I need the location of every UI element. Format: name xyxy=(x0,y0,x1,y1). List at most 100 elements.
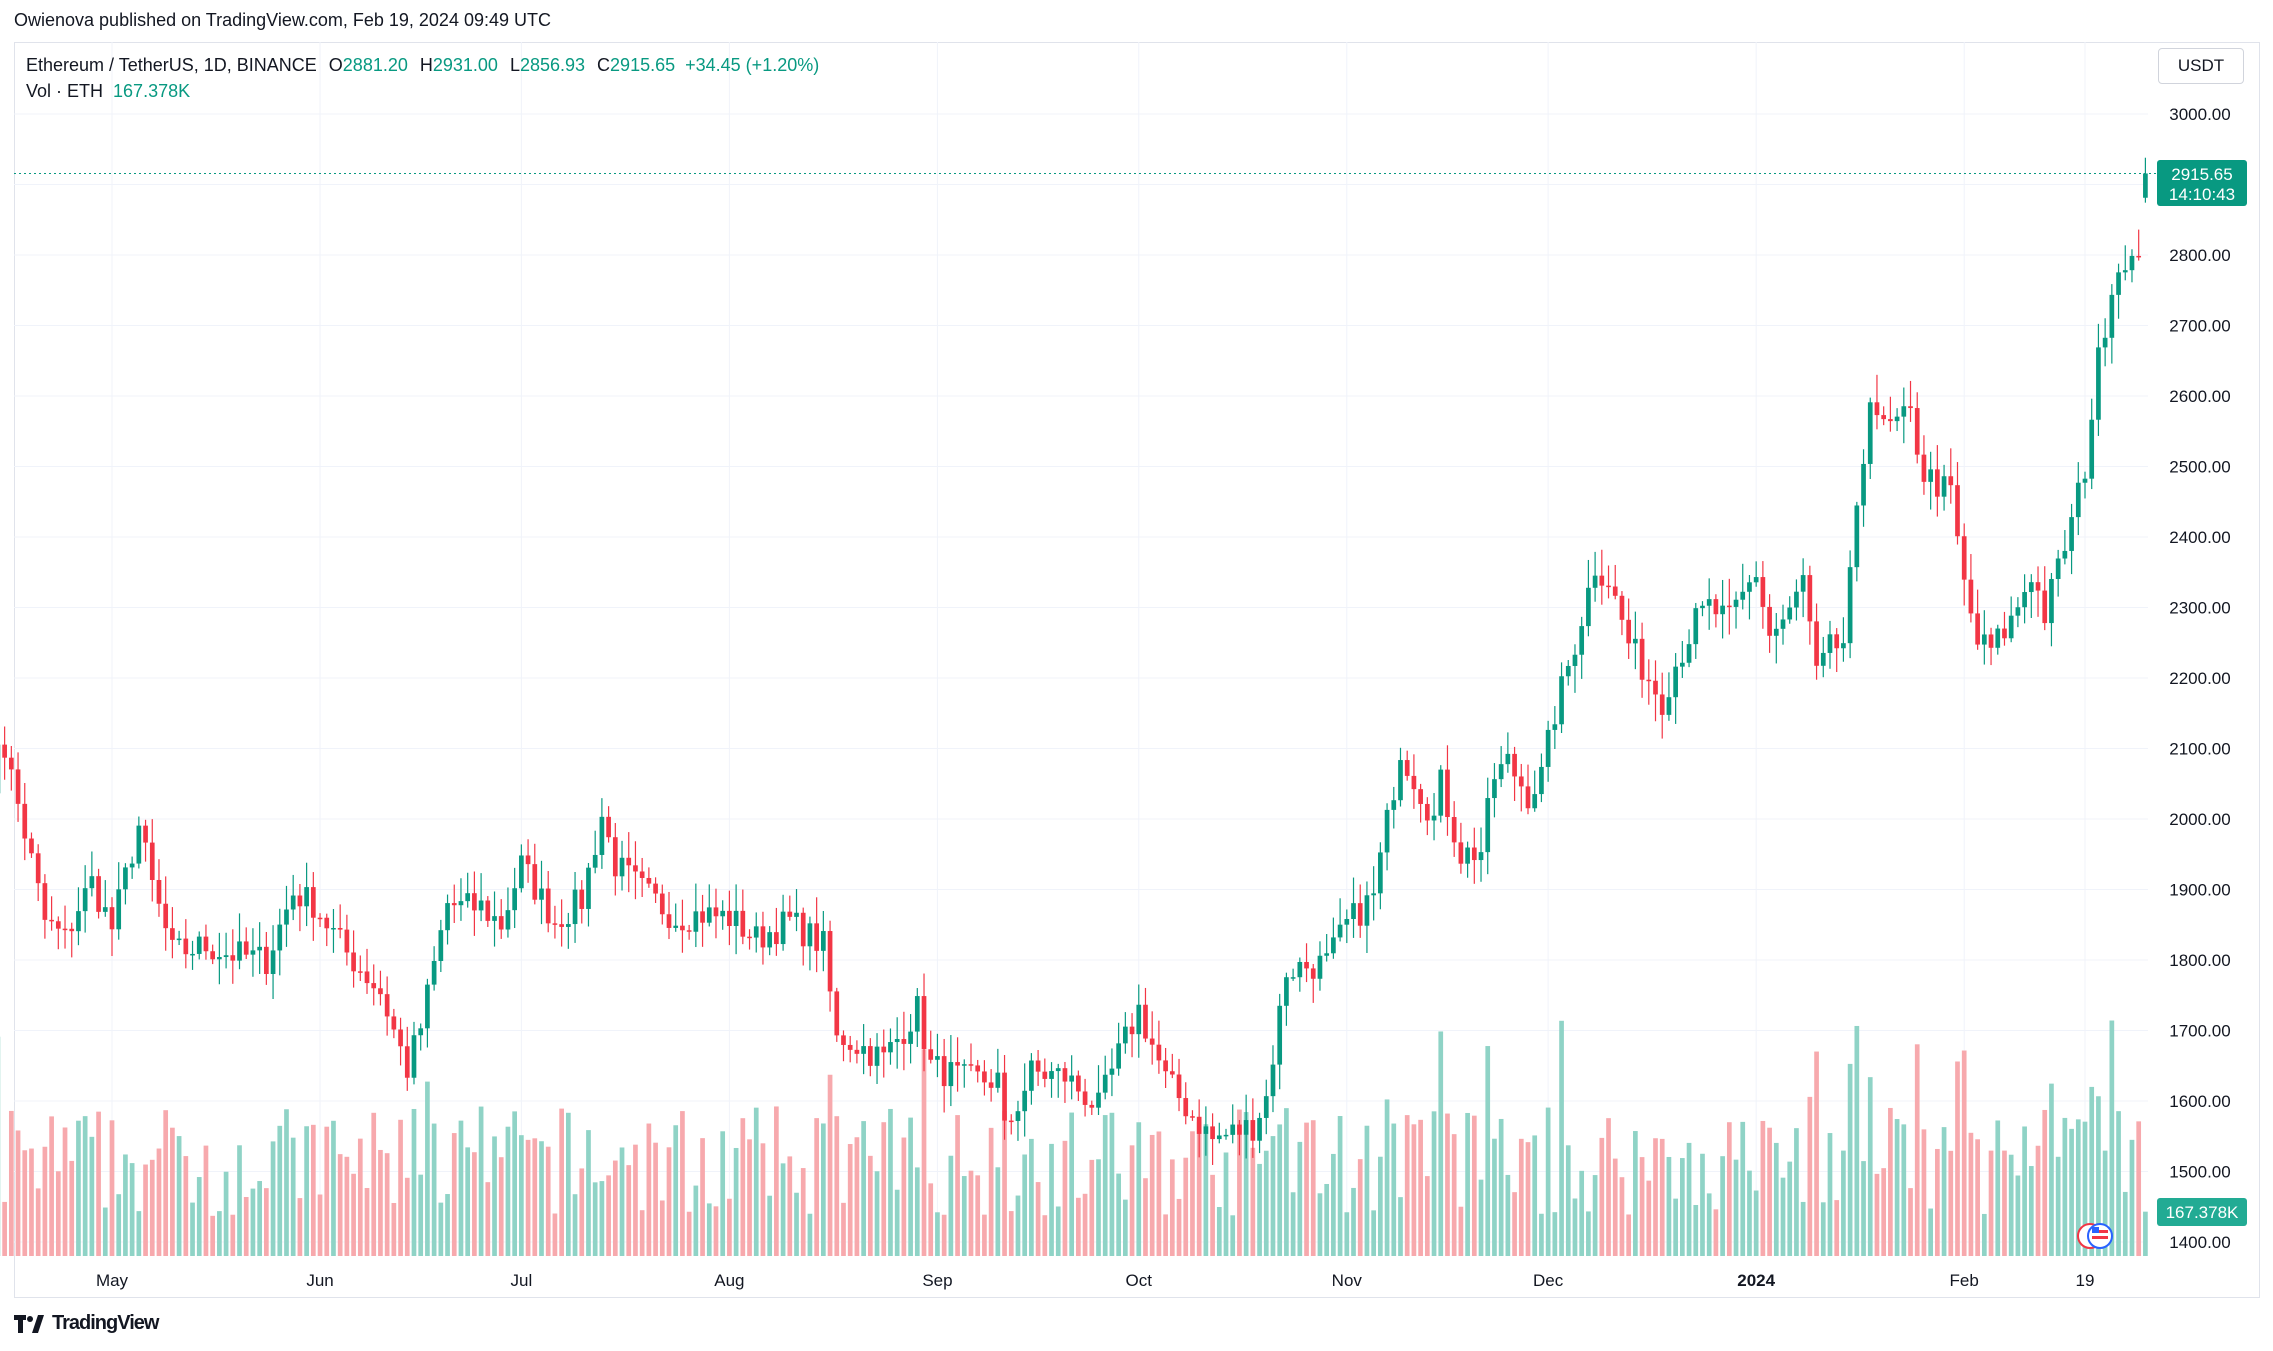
volume-bar xyxy=(961,1176,967,1256)
candle xyxy=(1404,750,1410,781)
high-value: 2931.00 xyxy=(432,55,498,75)
candle xyxy=(123,863,128,905)
y-tick-label: 1600.00 xyxy=(2169,1092,2230,1111)
volume-bar xyxy=(727,1198,732,1256)
y-tick-label: 2200.00 xyxy=(2169,669,2230,688)
volume-bar xyxy=(552,1213,558,1256)
currency-button[interactable]: USDT xyxy=(2158,48,2244,84)
candle xyxy=(1230,1104,1236,1144)
candle xyxy=(968,1043,974,1072)
candle xyxy=(1163,1047,1168,1089)
candle xyxy=(2136,229,2142,261)
volume-bar xyxy=(1646,1180,1652,1256)
volume-bar xyxy=(606,1175,611,1256)
candle xyxy=(1659,672,1665,739)
candle xyxy=(1545,720,1551,782)
candle xyxy=(1921,435,1927,495)
candle xyxy=(102,880,108,917)
volume-bar xyxy=(1478,1179,1484,1256)
volume-bar xyxy=(498,1157,504,1256)
candle xyxy=(821,910,826,972)
candle xyxy=(2143,157,2148,203)
candle xyxy=(1324,934,1330,962)
candle xyxy=(1559,662,1564,734)
volume-bar xyxy=(1592,1175,1598,1256)
volume-bar xyxy=(1290,1192,1296,1256)
candle xyxy=(1183,1082,1189,1125)
volume-bar xyxy=(847,1144,853,1256)
tradingview-logo-icon[interactable] xyxy=(14,1314,44,1333)
volume-bar xyxy=(1096,1159,1101,1256)
volume-bar xyxy=(1867,1077,1873,1256)
candle xyxy=(1867,397,1873,479)
candle xyxy=(512,867,518,929)
candle xyxy=(653,877,658,903)
x-tick-label: Dec xyxy=(1533,1271,1564,1290)
candle xyxy=(1076,1070,1081,1102)
candle xyxy=(1116,1022,1121,1076)
volume-bar xyxy=(411,1108,417,1256)
candle xyxy=(928,1030,934,1064)
candle xyxy=(1814,603,1819,680)
candle xyxy=(955,1037,960,1092)
volume-bar xyxy=(666,1147,672,1256)
candle xyxy=(438,919,444,973)
candle xyxy=(760,911,766,965)
candle xyxy=(418,1023,424,1051)
volume-bar xyxy=(1035,1182,1041,1256)
volume-bar xyxy=(203,1145,209,1256)
candle xyxy=(1176,1058,1182,1112)
volume-bar xyxy=(1525,1142,1531,1256)
candle xyxy=(1096,1065,1101,1115)
y-tick-label: 2600.00 xyxy=(2169,387,2230,406)
volume-bar xyxy=(1122,1199,1128,1256)
volume-bar xyxy=(1102,1115,1108,1256)
candle xyxy=(592,830,598,874)
volume-bar xyxy=(1257,1163,1262,1256)
candle xyxy=(1069,1055,1075,1100)
volume-bar xyxy=(55,1171,61,1256)
candle xyxy=(1686,629,1692,668)
candle xyxy=(995,1048,1001,1093)
symbol-label[interactable]: Ethereum / TetherUS, 1D, BINANCE xyxy=(26,55,317,75)
candle xyxy=(2062,530,2068,565)
volume-bar xyxy=(1941,1127,1947,1256)
volume-bar xyxy=(1471,1115,1477,1256)
candle xyxy=(1807,565,1813,645)
candle xyxy=(82,865,88,933)
candle xyxy=(29,832,34,858)
candle xyxy=(210,944,216,965)
candle xyxy=(431,946,437,991)
candle xyxy=(908,1014,913,1064)
candle xyxy=(2069,503,2074,575)
candle xyxy=(317,913,323,927)
volume-bar xyxy=(2062,1117,2068,1256)
candle xyxy=(257,922,262,974)
candle xyxy=(1022,1063,1028,1137)
volume-bar xyxy=(1458,1206,1464,1256)
brand-name[interactable]: TradingView xyxy=(52,1312,159,1334)
y-tick-label: 1800.00 xyxy=(2169,951,2230,970)
volume-bar xyxy=(1894,1119,1900,1256)
candle xyxy=(1143,987,1148,1043)
volume-bar xyxy=(102,1207,108,1256)
volume-bar xyxy=(1042,1215,1048,1256)
candle xyxy=(149,819,155,902)
volume-label[interactable]: Vol · ETH xyxy=(26,81,104,101)
candle xyxy=(847,1035,853,1063)
candle xyxy=(2022,574,2027,624)
volume-bar xyxy=(2122,1191,2128,1256)
candle xyxy=(747,929,752,950)
volume-bar xyxy=(163,1110,169,1256)
open-key: O xyxy=(328,55,343,75)
volume-bar xyxy=(1149,1134,1155,1256)
volume-bar xyxy=(941,1214,947,1256)
x-tick-label: 2024 xyxy=(1737,1271,1775,1290)
candle xyxy=(539,860,544,925)
candle xyxy=(1431,793,1437,841)
flag-icon[interactable] xyxy=(2077,1223,2113,1249)
candle xyxy=(1713,594,1719,628)
x-tick-label: Nov xyxy=(1332,1271,1363,1290)
candle xyxy=(1297,957,1303,992)
